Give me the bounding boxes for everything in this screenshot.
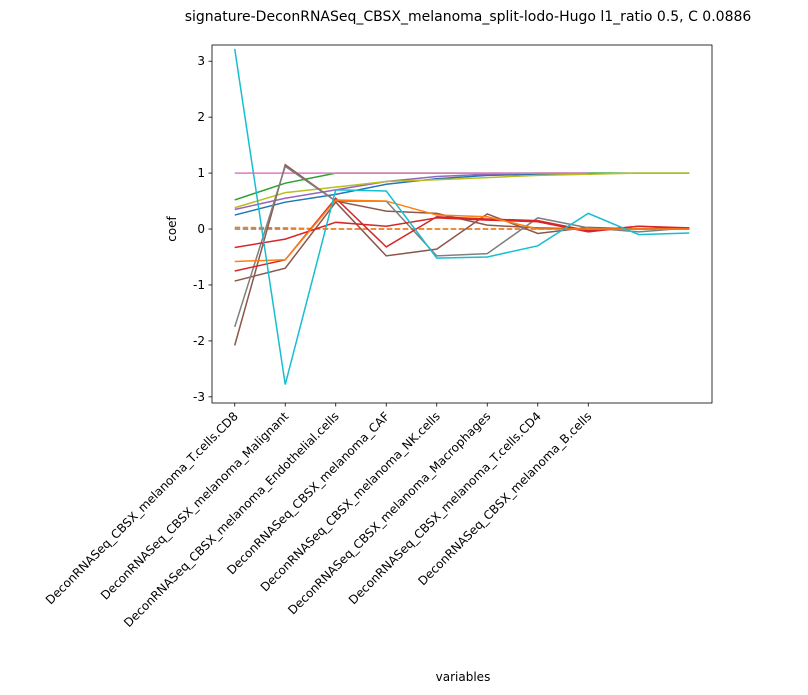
y-axis-label: coef: [165, 215, 179, 241]
x-tick-label: DeconRNASeq_CBSX_melanoma_B.cells: [415, 409, 594, 588]
x-tick-label: DeconRNASeq_CBSX_melanoma_T.cells.CD4: [346, 409, 544, 607]
line-series: [234, 199, 690, 263]
x-tick-label: DeconRNASeq_CBSX_melanoma_NK.cells: [258, 409, 443, 594]
line-series: [234, 172, 589, 211]
y-tick-label: 1: [197, 166, 205, 180]
chart-title: signature-DeconRNASeq_CBSX_melanoma_spli…: [185, 9, 752, 25]
y-tick-label: -3: [193, 390, 205, 404]
line-series: [234, 217, 690, 249]
line-series: [234, 165, 690, 328]
y-tick-label: -2: [193, 334, 205, 348]
line-series: [233, 48, 690, 385]
axes-frame: [211, 44, 713, 404]
y-tick-label: -1: [193, 278, 205, 292]
x-axis-label: variables: [436, 670, 491, 684]
line-series: [234, 201, 690, 282]
line-series: [234, 172, 589, 216]
y-tick-label: 2: [197, 110, 205, 124]
line-series: [234, 172, 690, 209]
line-series: [234, 197, 690, 272]
y-tick-label: 3: [197, 54, 205, 68]
y-tick-label: 0: [197, 222, 205, 236]
x-tick-label: DeconRNASeq_CBSX_melanoma_Malignant: [98, 409, 292, 603]
x-tick-label: DeconRNASeq_CBSX_melanoma_T.cells.CD8: [43, 409, 241, 607]
